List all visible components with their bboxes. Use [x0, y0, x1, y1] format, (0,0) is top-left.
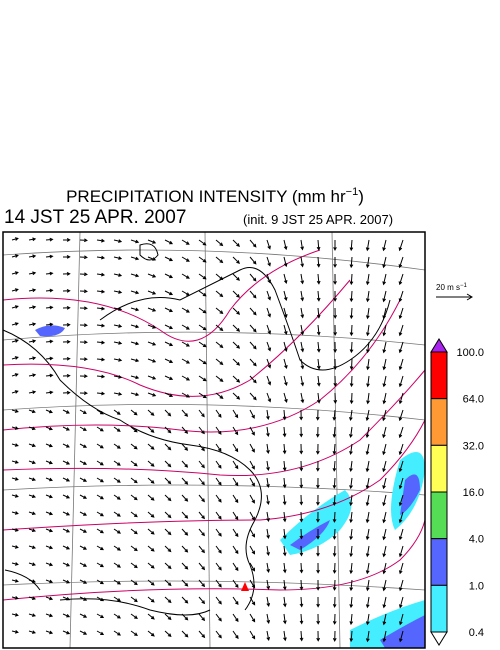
colorbar-label: 1.0	[469, 580, 484, 592]
wind-scale-label: 20 m s−1	[436, 283, 468, 292]
wind-scale-sup: −1	[460, 283, 468, 289]
wind-vectors	[11, 237, 404, 643]
title-main: PRECIPITATION INTENSITY (mm hr	[66, 187, 346, 206]
rain-area	[35, 325, 65, 337]
colorbar-label: 0.4	[469, 627, 484, 639]
wind-scale-text: 20 m s	[436, 283, 460, 292]
init-time: (init. 9 JST 25 APR. 2007)	[243, 212, 393, 227]
map-frame	[2, 231, 426, 649]
rain-area	[290, 520, 330, 550]
isobars	[2, 249, 426, 601]
colorbar: 100.0 64.0 32.0 16.0 4.0 1.0 0.4	[430, 338, 484, 646]
site-marker	[241, 582, 249, 591]
map-background	[3, 232, 425, 648]
colorbar-segment	[430, 398, 448, 446]
colorbar-label: 100.0	[456, 347, 484, 359]
colorbar-segment	[430, 584, 448, 633]
title-sup: −1	[346, 186, 359, 198]
coastline	[2, 243, 391, 616]
map	[2, 231, 426, 649]
rain-area	[400, 474, 420, 515]
colorbar-label: 32.0	[463, 440, 484, 452]
colorbar-label: 64.0	[463, 394, 484, 406]
graticule	[2, 231, 426, 649]
colorbar-segment	[430, 444, 448, 493]
colorbar-label: 16.0	[463, 487, 484, 499]
precipitation	[35, 325, 425, 648]
colorbar-label: 4.0	[469, 534, 484, 546]
colorbar-segment	[430, 491, 448, 540]
colorbar-over	[430, 338, 448, 353]
title: PRECIPITATION INTENSITY (mm hr−1)	[66, 186, 364, 206]
title-end: )	[358, 187, 364, 206]
colorbar-segment	[430, 538, 448, 586]
colorbar-segment	[430, 351, 448, 400]
colorbar-under	[430, 631, 448, 646]
wind-scale-arrow	[436, 293, 473, 301]
valid-time: 14 JST 25 APR. 2007	[4, 207, 186, 228]
rain-area	[280, 490, 352, 555]
